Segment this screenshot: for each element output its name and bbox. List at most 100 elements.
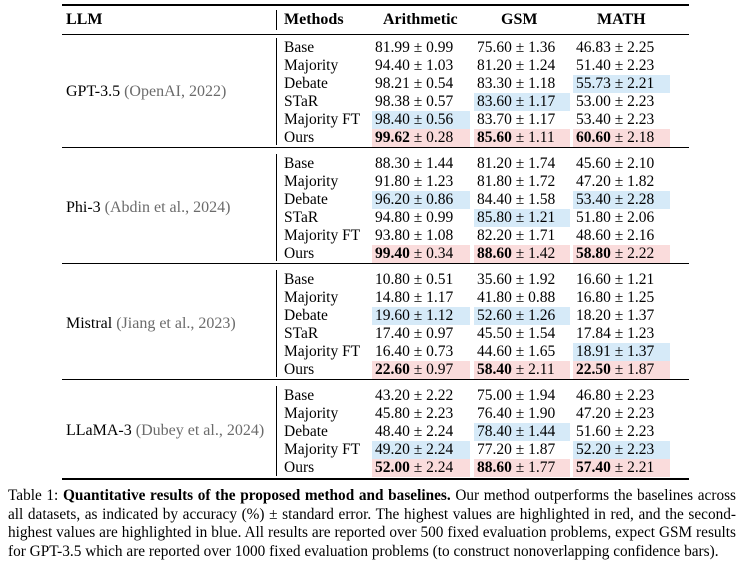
value-mean: 75.00 [477,387,512,404]
value-cell: 85.60 ± 1.11 [474,128,570,147]
value-mean: 19.60 [375,306,410,324]
method-label: Majority FT [284,342,361,360]
plus-minus: ± [610,39,628,56]
plus-minus: ± [409,244,427,262]
value-cell: 17.40 ± 0.97 [372,325,470,343]
method-label: Ours [284,360,315,378]
value-mean: 83.60 [477,92,512,110]
plus-minus: ± [610,74,628,92]
value-cell: 99.40 ± 0.34 [372,244,470,263]
method-label: Majority [284,56,339,74]
value-error: 1.92 [528,271,556,288]
method-label: Base [284,39,315,56]
plus-minus: ± [610,110,628,128]
plus-minus: ± [409,172,427,190]
value-error: 1.24 [528,56,556,74]
value-error: 1.44 [426,155,454,172]
value-mean: 16.40 [375,342,410,360]
plus-minus: ± [610,422,628,440]
plus-minus: ± [511,39,529,56]
value-mean: 82.20 [477,226,512,244]
value-cell: 84.40 ± 1.58 [474,191,570,209]
value-error: 1.25 [627,288,655,306]
value-error: 2.24 [426,458,454,476]
plus-minus: ± [610,190,628,208]
value-error: 1.26 [528,306,556,324]
method-label: Majority [284,288,339,306]
method-label: Majority FT [284,226,361,244]
value-mean: 16.80 [576,288,611,306]
group-rule [62,379,689,381]
value-cell: 41.80 ± 0.88 [474,289,570,307]
value-mean: 17.40 [375,324,410,342]
plus-minus: ± [610,56,628,74]
value-cell: 83.30 ± 1.18 [474,75,570,93]
value-error: 2.23 [627,56,655,74]
table-caption: Table 1: Quantitative results of the pro… [8,487,736,561]
method-label: Base [284,155,315,172]
value-error: 0.88 [528,288,556,306]
value-cell: 53.40 ± 2.23 [573,111,670,129]
value-cell: 88.60 ± 1.77 [474,458,570,477]
value-error: 1.36 [528,39,556,56]
value-mean: 77.20 [477,440,512,458]
value-mean: 51.40 [576,56,611,74]
plus-minus: ± [511,155,529,172]
plus-minus: ± [511,324,529,342]
value-mean: 49.20 [375,440,410,458]
plus-minus: ± [409,387,427,404]
value-cell: 16.60 ± 1.21 [573,271,670,289]
value-cell: 76.40 ± 1.90 [474,405,570,423]
method-label: STaR [284,92,319,110]
value-cell: 83.70 ± 1.17 [474,111,570,129]
value-cell: 94.80 ± 0.99 [372,209,470,227]
value-cell: 85.80 ± 1.21 [474,208,570,227]
method-label: Debate [284,190,328,208]
value-error: 2.21 [627,74,655,92]
method-label: Majority [284,404,339,422]
plus-minus: ± [610,342,628,360]
value-error: 0.51 [426,271,454,288]
method-label: Debate [284,74,328,92]
value-mean: 48.40 [375,422,410,440]
value-cell: 16.80 ± 1.25 [573,289,670,307]
llm-model: LLaMA-3 [66,421,136,439]
plus-minus: ± [409,306,427,324]
value-error: 2.23 [627,92,655,110]
plus-minus: ± [610,244,628,262]
header-divider [276,10,277,30]
value-error: 1.23 [426,172,454,190]
value-cell: 22.60 ± 0.97 [372,360,470,379]
value-error: 1.74 [528,155,556,172]
value-mean: 98.40 [375,110,410,128]
value-mean: 81.20 [477,155,512,172]
value-error: 1.23 [627,324,655,342]
value-cell: 93.80 ± 1.08 [372,227,470,245]
caption-title: Quantitative results of the proposed met… [62,487,451,504]
plus-minus: ± [511,422,529,440]
value-error: 1.17 [528,92,556,110]
bottom-rule [62,477,689,480]
value-cell: 19.60 ± 1.12 [372,306,470,325]
value-cell: 51.80 ± 2.06 [573,209,670,227]
value-mean: 51.80 [576,208,611,226]
value-mean: 88.60 [477,458,512,476]
value-mean: 41.80 [477,288,512,306]
value-cell: 58.80 ± 2.22 [573,244,670,263]
value-mean: 98.38 [375,92,410,110]
plus-minus: ± [511,342,529,360]
value-cell: 91.80 ± 1.23 [372,173,470,191]
plus-minus: ± [610,306,628,324]
value-cell: 98.21 ± 0.54 [372,75,470,93]
value-cell: 98.40 ± 0.56 [372,110,470,129]
plus-minus: ± [610,128,628,146]
method-label: Debate [284,306,328,324]
value-error: 1.77 [528,458,556,476]
value-cell: 77.20 ± 1.87 [474,441,570,459]
value-error: 0.56 [426,110,454,128]
value-error: 0.97 [426,324,454,342]
value-error: 2.25 [627,39,655,56]
value-mean: 58.40 [477,360,512,378]
value-error: 0.86 [426,190,454,208]
value-error: 1.65 [528,342,556,360]
